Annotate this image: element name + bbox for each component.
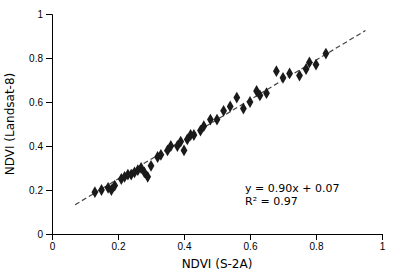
point	[98, 184, 105, 196]
tick: 0.4	[29, 141, 52, 152]
tick-mark	[46, 146, 52, 147]
tick: 0.6	[244, 234, 258, 252]
tick-mark	[46, 102, 52, 103]
tick-mark	[250, 234, 251, 240]
point	[247, 96, 254, 108]
tick: 1	[380, 234, 386, 252]
y-axis-label: NDVI (Landsat-8)	[3, 73, 17, 175]
annotation: y = 0.90x + 0.07R² = 0.97	[245, 182, 339, 208]
tick: 0.6	[29, 97, 52, 108]
point	[181, 145, 188, 157]
annotation-line: R² = 0.97	[245, 195, 298, 208]
point	[257, 90, 264, 102]
tick-mark	[316, 234, 317, 240]
x-axis: 0 0.2 0.4 0.6 0.8 1	[50, 234, 386, 252]
tick-label: 0	[50, 241, 56, 252]
point	[233, 92, 240, 104]
tick-mark	[118, 234, 119, 240]
point	[280, 72, 287, 84]
tick-label: 0.4	[178, 241, 192, 252]
y-axis: 0 0.2 0.4 0.6 0.8 1	[29, 9, 52, 240]
point	[144, 171, 151, 183]
point	[111, 180, 118, 192]
x-axis-label: NDVI (S-2A)	[182, 257, 253, 271]
tick-mark	[184, 234, 185, 240]
tick-mark	[46, 14, 52, 15]
annotation-line: y = 0.90x + 0.07	[245, 182, 339, 195]
axis-line	[46, 15, 53, 235]
point	[273, 65, 280, 77]
point	[92, 186, 99, 198]
point	[227, 101, 234, 113]
point	[286, 68, 293, 80]
tick-mark	[46, 58, 52, 59]
point	[306, 57, 313, 69]
tick-mark	[46, 190, 52, 191]
tick-label: 0.8	[29, 53, 43, 64]
point	[158, 149, 165, 161]
point	[167, 140, 174, 152]
point	[200, 120, 207, 132]
fit-line	[75, 31, 365, 205]
point	[240, 103, 247, 115]
tick: 0.4	[178, 234, 192, 252]
point	[177, 136, 184, 148]
tick-label: 0.2	[112, 241, 126, 252]
point	[323, 48, 330, 60]
tick: 0.2	[112, 234, 126, 252]
point	[191, 129, 198, 141]
tick-label: 0.6	[29, 97, 43, 108]
point	[313, 59, 320, 71]
tick: 0.8	[310, 234, 324, 252]
point	[214, 114, 221, 126]
tick: 0.2	[29, 185, 52, 196]
tick-mark	[46, 234, 52, 235]
tick-label: 1	[380, 241, 386, 252]
tick: 0	[37, 229, 52, 240]
tick-label: 0.8	[310, 241, 324, 252]
tick: 1	[37, 9, 52, 20]
tick-label: 0.2	[29, 185, 43, 196]
tick-label: 1	[37, 9, 43, 20]
tick-label: 0.4	[29, 141, 43, 152]
tick: 0	[50, 234, 56, 252]
point	[148, 160, 155, 172]
tick-label: 0	[37, 229, 43, 240]
point	[263, 87, 270, 99]
axis-line	[53, 235, 383, 241]
point	[296, 70, 303, 82]
tick-label: 0.6	[244, 241, 258, 252]
point	[220, 105, 227, 117]
plot: 0 0.2 0.4 0.6 0.8 1 0 0.2 0.4 0.6 0.8 1 y = 0.90x + …	[29, 9, 386, 252]
tick-mark	[382, 234, 383, 240]
chart: 0 0.2 0.4 0.6 0.8 1 0 0.2 0.4 0.6 0.8 1 y = 0.90x + …	[0, 0, 400, 276]
point	[207, 114, 214, 126]
marks	[75, 31, 365, 205]
tick: 0.8	[29, 53, 52, 64]
